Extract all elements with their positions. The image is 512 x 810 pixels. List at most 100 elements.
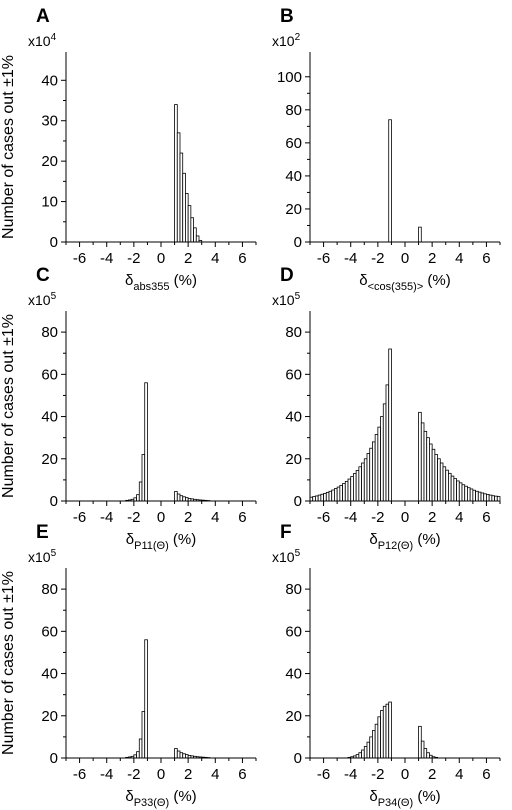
histogram-bar <box>355 469 360 502</box>
scale-factor: x102 <box>272 32 301 49</box>
x-axis-label: δP33(Θ) (%) <box>125 788 196 809</box>
x-tick-label: 0 <box>157 250 165 267</box>
y-tick-label: 60 <box>41 366 58 383</box>
y-tick-label: 40 <box>285 409 302 426</box>
histogram-bar <box>187 205 192 243</box>
x-tick-label: 4 <box>211 766 219 783</box>
x-tick-label: 0 <box>401 766 409 783</box>
y-tick-label: 60 <box>285 135 302 152</box>
y-tick-label: 20 <box>285 708 302 725</box>
histogram-bar <box>382 403 387 502</box>
histogram-bar <box>361 462 365 502</box>
histogram-bar <box>445 469 449 502</box>
histogram-bar <box>448 472 452 502</box>
x-tick-label: 4 <box>455 509 463 526</box>
y-tick-label: 0 <box>50 493 58 510</box>
x-tick-label: -4 <box>100 250 113 267</box>
histogram-bar <box>372 441 376 502</box>
histogram-bar <box>369 447 373 502</box>
histogram-bar <box>377 716 381 759</box>
histogram-bar <box>418 725 422 759</box>
histogram-bar <box>483 493 487 502</box>
x-tick-label: -2 <box>371 509 384 526</box>
histogram-bar <box>174 748 178 759</box>
x-tick-label: 0 <box>401 250 409 267</box>
x-tick-label: -2 <box>371 250 384 267</box>
histogram-bar <box>374 723 379 759</box>
histogram-bar <box>423 748 428 759</box>
histogram-bar <box>176 493 181 502</box>
x-tick-label: 6 <box>238 766 246 783</box>
x-tick-label: 2 <box>428 509 436 526</box>
histogram-bar <box>385 703 390 759</box>
x-tick-label: 2 <box>428 250 436 267</box>
y-tick-label: 40 <box>41 72 58 89</box>
panel-label: C <box>36 265 50 286</box>
histogram-bar <box>486 494 490 502</box>
y-tick-label: 0 <box>50 234 58 251</box>
x-tick-label: -2 <box>127 250 140 267</box>
y-tick-label: 60 <box>285 623 302 640</box>
x-tick-label: 6 <box>238 250 246 267</box>
x-tick-label: 4 <box>211 509 219 526</box>
x-tick-label: -6 <box>73 766 86 783</box>
histogram-bar <box>320 493 324 502</box>
histogram-bar <box>475 490 479 502</box>
y-tick-label: 0 <box>294 234 302 251</box>
x-tick-label: 0 <box>401 509 409 526</box>
histogram-bar <box>456 480 460 502</box>
histogram-bar <box>439 462 444 502</box>
histogram-bar <box>328 490 333 502</box>
histogram-bar <box>496 496 501 502</box>
histogram-bar <box>420 422 425 502</box>
x-tick-label: 2 <box>184 509 192 526</box>
y-axis-label: Number of cases out ±1% <box>0 55 17 239</box>
histogram-bar <box>380 416 384 502</box>
x-tick-label: -4 <box>344 250 357 267</box>
x-tick-label: -4 <box>100 766 113 783</box>
histogram-bar <box>437 458 441 502</box>
y-tick-label: 0 <box>294 750 302 767</box>
histogram-bar <box>315 495 319 502</box>
y-tick-label: 0 <box>294 493 302 510</box>
histogram-bar <box>344 480 349 502</box>
histogram-bar <box>182 496 186 502</box>
histogram-bar <box>195 235 200 243</box>
x-tick-label: 6 <box>238 509 246 526</box>
panel-label: B <box>280 6 294 27</box>
histogram-bar <box>494 495 498 502</box>
histogram-bar <box>179 495 184 502</box>
histogram-bar <box>369 736 373 759</box>
y-tick-label: 80 <box>41 581 58 598</box>
histogram-bar <box>136 751 140 759</box>
histogram-bar <box>190 217 194 243</box>
histogram-bar <box>179 152 184 243</box>
y-tick-label: 100 <box>277 69 302 86</box>
panel-label: F <box>280 522 292 543</box>
histogram-bar <box>477 491 482 502</box>
x-axis-label: δ<cos(355)> (%) <box>359 272 451 293</box>
histogram-bar <box>136 494 140 502</box>
histogram-bar <box>431 448 436 502</box>
histogram-bar <box>312 496 316 502</box>
histogram-bar <box>374 434 379 502</box>
histogram-bar <box>185 193 189 243</box>
histogram-bar <box>467 487 471 502</box>
histogram-bar <box>331 489 335 502</box>
histogram-bar <box>355 754 360 759</box>
histogram-bar <box>317 494 322 502</box>
scale-factor: x105 <box>28 548 57 565</box>
histogram-bar <box>174 104 178 243</box>
x-tick-label: 6 <box>482 250 490 267</box>
histogram-bar <box>339 484 343 502</box>
histogram-bar <box>377 426 381 502</box>
histogram-bar <box>347 478 352 502</box>
histogram-bar <box>418 411 422 502</box>
y-tick-label: 30 <box>41 113 58 130</box>
histogram-bar <box>426 437 430 502</box>
